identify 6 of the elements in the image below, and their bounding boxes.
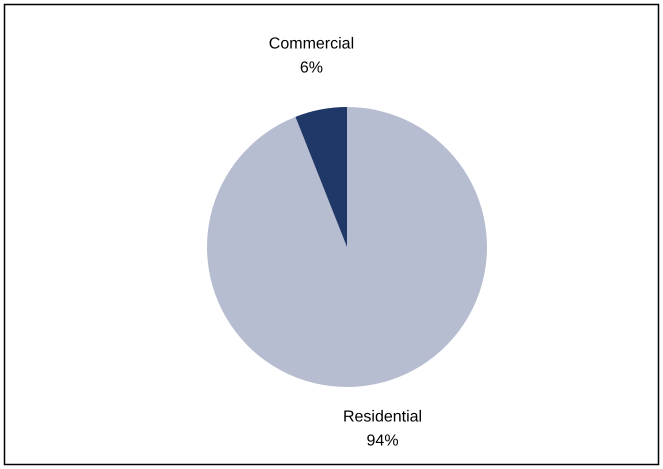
slice-label: Residential xyxy=(342,408,422,426)
pie-slice xyxy=(207,107,487,387)
slice-label: Commercial xyxy=(268,36,354,53)
data-label: 6% xyxy=(300,60,324,77)
data-label: 94% xyxy=(366,432,399,450)
pie-slice xyxy=(295,107,347,247)
